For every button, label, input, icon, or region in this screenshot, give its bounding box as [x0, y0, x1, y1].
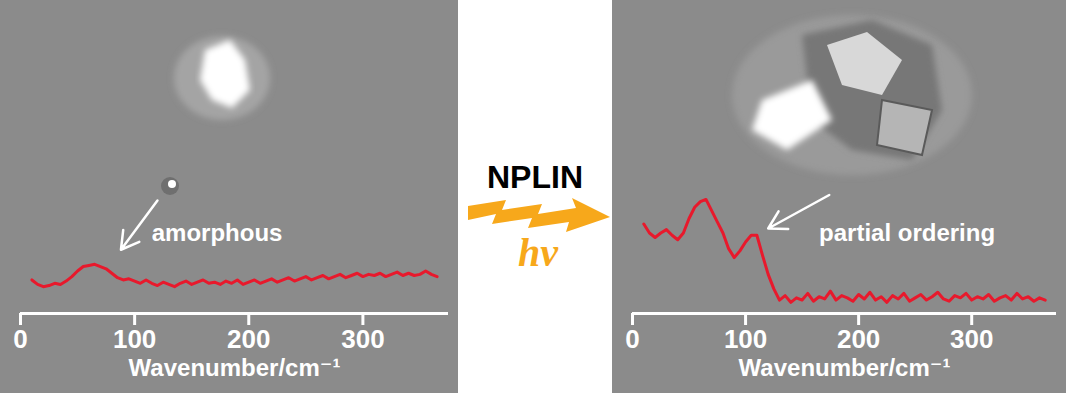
- svg-text:100: 100: [113, 324, 156, 354]
- svg-text:300: 300: [341, 324, 384, 354]
- svg-text:0: 0: [625, 324, 639, 354]
- svg-text:Wavenumber/cm⁻¹: Wavenumber/cm⁻¹: [739, 354, 951, 381]
- svg-text:Wavenumber/cm⁻¹: Wavenumber/cm⁻¹: [129, 354, 341, 381]
- svg-text:NPLIN: NPLIN: [487, 159, 583, 195]
- svg-text:200: 200: [837, 324, 880, 354]
- svg-text:hv: hv: [518, 230, 559, 275]
- svg-text:300: 300: [950, 324, 993, 354]
- svg-text:partial ordering: partial ordering: [819, 219, 995, 246]
- svg-text:amorphous: amorphous: [152, 219, 283, 246]
- svg-text:0: 0: [13, 324, 27, 354]
- svg-text:100: 100: [724, 324, 767, 354]
- svg-text:200: 200: [227, 324, 270, 354]
